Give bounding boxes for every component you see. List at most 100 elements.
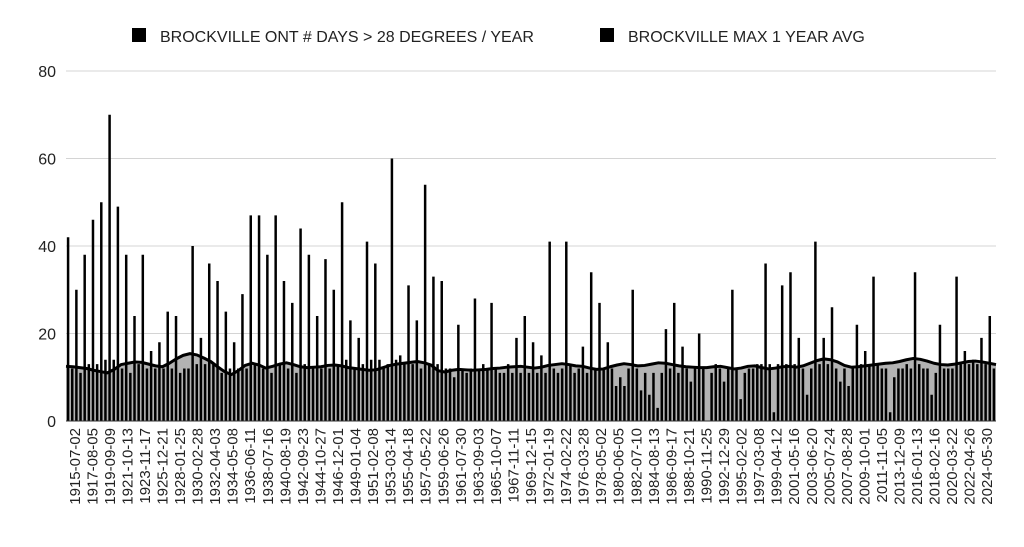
bar [971,359,975,421]
x-tick-label: 2005-07-24 [821,428,838,505]
bar [299,228,302,421]
bar [843,368,846,421]
bar [137,364,140,421]
bar [648,394,651,421]
x-tick-label: 1972-01-19 [541,428,558,505]
bar [697,333,701,421]
bar [531,342,535,421]
bar [108,114,111,421]
bar [324,259,327,421]
bar [743,372,747,421]
x-tick-label: 2001-05-16 [786,428,803,505]
bar [548,241,551,421]
bar [868,364,871,421]
x-tick-label: 1999-04-12 [769,428,786,505]
bar [756,364,759,421]
bar [789,272,792,421]
x-tick-label: 1917-08-05 [84,428,101,505]
bar [623,386,626,421]
bar [519,372,522,421]
bar [822,337,825,421]
bar [212,364,215,421]
average-line [65,352,997,377]
x-tick-label: 1961-07-30 [453,428,470,505]
bar [884,368,888,421]
bar [942,368,946,421]
bar [714,364,717,421]
bar [930,394,933,421]
bar [523,316,527,421]
bar [145,368,149,421]
bar [573,372,576,421]
bar [407,285,410,421]
x-tick-label: 1990-11-25 [698,428,715,504]
bar [959,364,962,421]
x-tick-label: 1925-12-21 [155,428,172,505]
bar [282,281,286,421]
bar [452,377,456,421]
bar [922,368,925,421]
legend-label-avg: BROCKVILLE MAX 1 YEAR AVG [628,29,865,46]
bar [195,364,199,421]
bar [498,372,502,421]
bar [830,307,834,421]
bar [444,368,448,421]
bar [951,368,954,421]
bar [158,342,161,421]
bar [913,272,917,421]
bar [901,368,904,421]
bar [249,215,252,421]
legend-swatch-days [132,28,146,42]
bar [984,364,987,421]
bar [432,276,435,421]
bar [477,368,481,421]
bar [419,368,423,421]
bar [365,241,369,421]
bar [473,298,477,421]
x-tick-label: 2018-02-16 [927,428,944,505]
bar [909,368,913,421]
bar [386,364,390,421]
bar [527,372,531,421]
bar [776,364,780,421]
bar [374,263,377,421]
x-tick-label: 1959-06-26 [435,428,452,505]
bar [436,364,439,421]
bar [511,372,514,421]
x-tick-label: 1969-12-15 [523,428,540,505]
bar [785,364,788,421]
x-tick-label: 1949-01-04 [348,428,365,505]
bar [120,368,124,421]
bar [390,158,394,421]
bar [739,399,742,421]
x-tick-label: 1923-11-17 [137,428,154,504]
y-tick-label: 0 [47,414,56,431]
x-tick-label: 1921-10-13 [119,428,136,505]
bar [369,359,373,421]
bar [257,215,261,421]
x-tick-label: 1978-05-02 [593,428,610,505]
bar [307,254,311,421]
bar [133,316,136,421]
bar [818,364,821,421]
bar [826,364,830,421]
x-tick-label: 1997-03-08 [751,428,768,505]
bar [677,372,680,421]
x-tick-label: 1988-10-21 [681,428,698,505]
x-tick-label: 1992-12-29 [716,428,733,505]
bar [917,364,921,421]
bar [170,368,174,421]
bar [187,368,190,421]
x-tick-label: 1984-08-13 [646,428,663,505]
bar [415,320,419,421]
x-tick-label: 1980-06-05 [611,428,628,505]
bar [639,390,643,421]
legend-item-days: BROCKVILLE ONT # DAYS > 28 DEGREES / YEA… [132,28,534,46]
bar [976,364,979,421]
bar [540,355,543,421]
bar [768,364,771,421]
bar [428,364,431,421]
bar [751,368,755,421]
x-tick-label: 1940-08-19 [277,428,294,505]
y-axis: 0 20 40 60 80 [38,64,56,431]
